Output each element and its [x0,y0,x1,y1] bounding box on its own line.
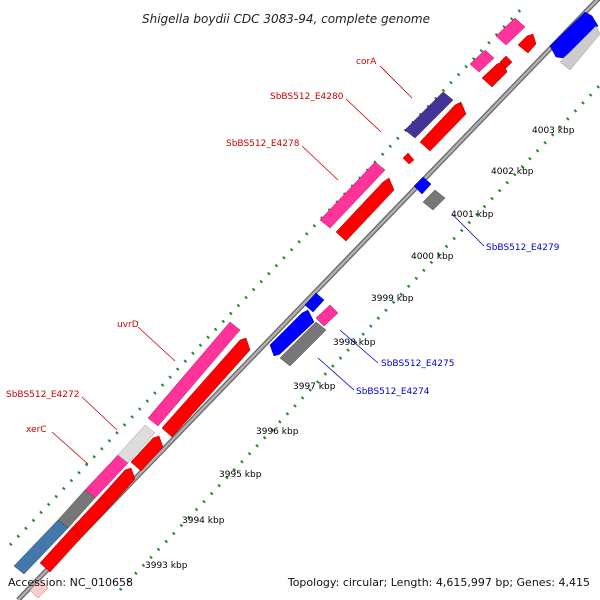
cds-arrow-tiny [402,152,415,165]
gene-bar-SbBS512_E4274 [279,321,327,367]
label-SbBS512_E4272: SbBS512_E4272 [6,390,79,400]
label-xerC: xerC [26,425,47,435]
gene-bar-steel-blue [13,519,69,575]
scale-label-3996: 3996 kbp [256,427,299,437]
label-SbBS512_E4280: SbBS512_E4280 [270,92,344,102]
scale-label-4001: 4001 kbp [451,210,494,220]
forward-gene-labels: corA SbBS512_E4280 SbBS512_E4278 uvrD Sb… [6,57,413,465]
gene-bar-light-gray [117,424,156,464]
gene-bar-pink-top [495,17,526,46]
cds-arrow-top2 [517,33,537,54]
gene-arrow-SbBS512_E4275 [269,309,315,357]
gene-bar-pink-rev [315,304,339,327]
gene-bar-uvrD [147,321,241,427]
scale-label-4003: 4003 kbp [532,126,575,136]
scale-label-4000: 4000 kbp [411,252,454,262]
gene-bar-SbBS512_E4278 [319,161,386,229]
scale-label-3994: 3994 kbp [182,516,225,526]
guide-outer [8,3,527,547]
reverse-features [269,11,600,367]
cds-arrow-corA [419,101,467,152]
cds-arrow-xerC [130,435,164,472]
gene-arrow-blue-small [304,292,325,313]
accession-text: Accession: NC_010658 [8,576,133,589]
cds-arrow-6 [39,527,81,573]
forward-features [13,17,537,599]
scale-label-3995: 3995 kbp [219,470,262,480]
cds-arrow-bottom-pink [29,579,49,599]
scale-label-3993: 3993 kbp [145,561,188,571]
gene-bar-pink-top2 [469,49,495,73]
genome-summary-text: Topology: circular; Length: 4,615,997 bp… [287,576,590,589]
gene-bar-corA [404,91,454,139]
scale-label-3999: 3999 kbp [371,294,414,304]
label-SbBS512_E4278: SbBS512_E4278 [226,139,300,149]
cds-arrow-uvrD [161,337,251,438]
map-title: Shigella boydii CDC 3083-94, complete ge… [142,12,430,26]
gene-arrow-blue-top [549,11,599,59]
scale-label-3997: 3997 kbp [293,382,336,392]
reverse-gene-labels: SbBS512_E4279 SbBS512_E4275 SbBS512_E427… [317,213,560,397]
cds-arrow-E4278 [335,177,395,242]
scale-label-4002: 4002 kbp [491,167,534,177]
gene-arrow-SbBS512_E4279 [413,176,432,195]
scale-labels: 3993 kbp 3994 kbp 3995 kbp 3996 kbp 3997… [145,126,575,571]
label-uvrD: uvrD [117,320,139,330]
label-corA: corA [356,57,377,67]
label-SbBS512_E4275: SbBS512_E4275 [381,359,454,369]
gene-bar-lightgray-top [559,25,600,71]
scale-label-3998: 3998 kbp [333,338,376,348]
cds-arrow-small [499,55,513,69]
gene-bar-gray-rev [422,189,446,211]
label-SbBS512_E4274: SbBS512_E4274 [356,387,430,397]
label-SbBS512_E4279: SbBS512_E4279 [486,243,560,253]
